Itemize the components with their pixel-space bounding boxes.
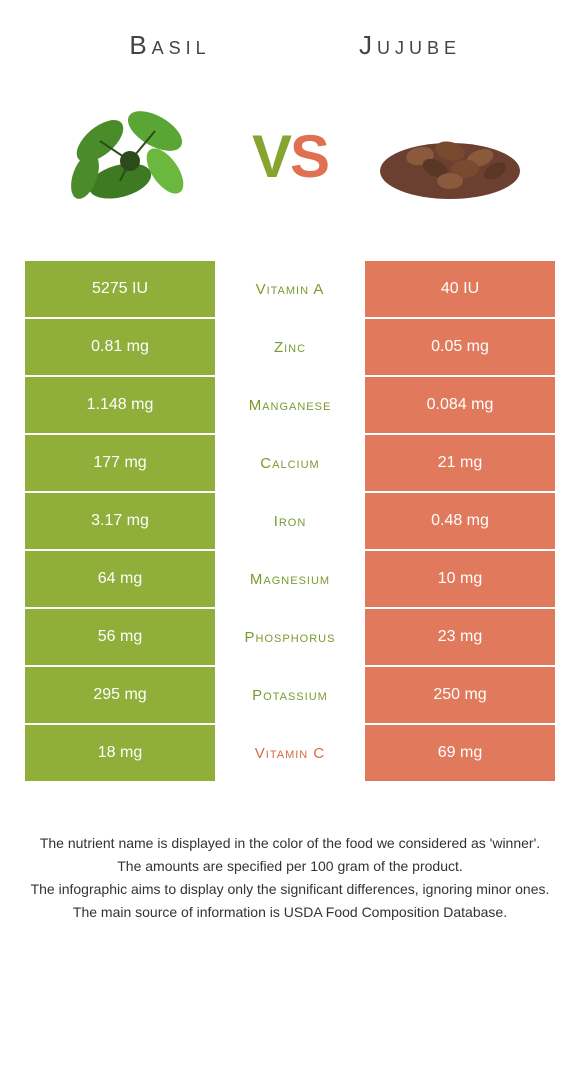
cell-nutrient-label: Phosphorus — [215, 609, 365, 665]
header-left: Basil — [50, 30, 290, 61]
table-row: 64 mgMagnesium10 mg — [25, 551, 555, 609]
cell-nutrient-label: Magnesium — [215, 551, 365, 607]
cell-right-value: 23 mg — [365, 609, 555, 665]
table-row: 1.148 mgManganese0.084 mg — [25, 377, 555, 435]
cell-nutrient-label: Calcium — [215, 435, 365, 491]
cell-left-value: 5275 IU — [25, 261, 215, 317]
footer-line-1: The nutrient name is displayed in the co… — [30, 833, 550, 854]
cell-nutrient-label: Potassium — [215, 667, 365, 723]
cell-left-value: 0.81 mg — [25, 319, 215, 375]
vs-label: VS — [252, 122, 328, 191]
cell-right-value: 40 IU — [365, 261, 555, 317]
basil-icon — [50, 86, 210, 226]
table-row: 177 mgCalcium21 mg — [25, 435, 555, 493]
jujube-image — [370, 86, 530, 226]
cell-nutrient-label: Vitamin A — [215, 261, 365, 317]
footer: The nutrient name is displayed in the co… — [20, 833, 560, 923]
cell-right-value: 69 mg — [365, 725, 555, 781]
cell-right-value: 0.05 mg — [365, 319, 555, 375]
table-row: 295 mgPotassium250 mg — [25, 667, 555, 725]
table-row: 0.81 mgZinc0.05 mg — [25, 319, 555, 377]
table-row: 3.17 mgIron0.48 mg — [25, 493, 555, 551]
table-row: 5275 IUVitamin A40 IU — [25, 261, 555, 319]
cell-right-value: 0.48 mg — [365, 493, 555, 549]
images-row: VS — [20, 61, 560, 261]
cell-left-value: 3.17 mg — [25, 493, 215, 549]
cell-left-value: 295 mg — [25, 667, 215, 723]
cell-nutrient-label: Vitamin C — [215, 725, 365, 781]
cell-left-value: 1.148 mg — [25, 377, 215, 433]
cell-right-value: 21 mg — [365, 435, 555, 491]
comparison-table: 5275 IUVitamin A40 IU0.81 mgZinc0.05 mg1… — [20, 261, 560, 783]
cell-right-value: 250 mg — [365, 667, 555, 723]
table-row: 56 mgPhosphorus23 mg — [25, 609, 555, 667]
cell-left-value: 56 mg — [25, 609, 215, 665]
cell-left-value: 177 mg — [25, 435, 215, 491]
cell-right-value: 10 mg — [365, 551, 555, 607]
cell-left-value: 18 mg — [25, 725, 215, 781]
cell-left-value: 64 mg — [25, 551, 215, 607]
table-row: 18 mgVitamin C69 mg — [25, 725, 555, 783]
basil-image — [50, 86, 210, 226]
header-row: Basil Jujube — [20, 30, 560, 61]
jujube-icon — [370, 106, 530, 206]
cell-nutrient-label: Iron — [215, 493, 365, 549]
footer-line-3: The infographic aims to display only the… — [30, 879, 550, 900]
footer-line-4: The main source of information is USDA F… — [30, 902, 550, 923]
footer-line-2: The amounts are specified per 100 gram o… — [30, 856, 550, 877]
cell-nutrient-label: Zinc — [215, 319, 365, 375]
cell-nutrient-label: Manganese — [215, 377, 365, 433]
vs-s: S — [290, 122, 328, 191]
cell-right-value: 0.084 mg — [365, 377, 555, 433]
vs-v: V — [252, 122, 290, 191]
header-right: Jujube — [290, 30, 530, 61]
